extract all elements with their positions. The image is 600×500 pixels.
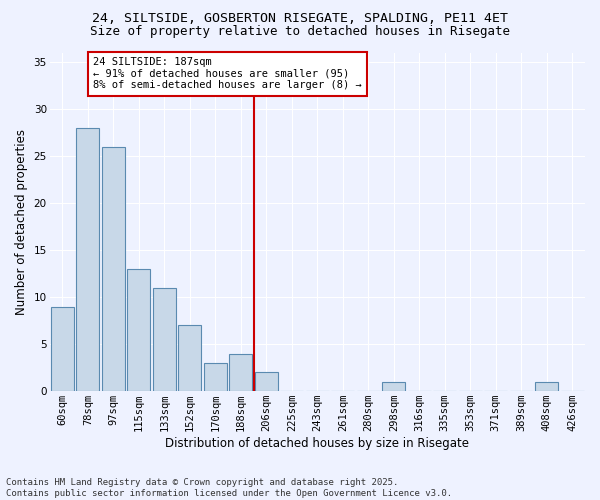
Text: 24, SILTSIDE, GOSBERTON RISEGATE, SPALDING, PE11 4ET: 24, SILTSIDE, GOSBERTON RISEGATE, SPALDI…	[92, 12, 508, 26]
Bar	[178, 326, 201, 391]
Bar	[255, 372, 278, 391]
Text: Size of property relative to detached houses in Risegate: Size of property relative to detached ho…	[90, 25, 510, 38]
Bar	[535, 382, 558, 391]
Bar	[51, 306, 74, 391]
Bar	[229, 354, 252, 391]
Y-axis label: Number of detached properties: Number of detached properties	[15, 129, 28, 315]
Text: Contains HM Land Registry data © Crown copyright and database right 2025.
Contai: Contains HM Land Registry data © Crown c…	[6, 478, 452, 498]
Bar	[76, 128, 100, 391]
Bar	[204, 363, 227, 391]
Bar	[102, 146, 125, 391]
Bar	[153, 288, 176, 391]
Bar	[382, 382, 405, 391]
X-axis label: Distribution of detached houses by size in Risegate: Distribution of detached houses by size …	[165, 437, 469, 450]
Bar	[127, 269, 150, 391]
Text: 24 SILTSIDE: 187sqm
← 91% of detached houses are smaller (95)
8% of semi-detache: 24 SILTSIDE: 187sqm ← 91% of detached ho…	[93, 57, 362, 90]
